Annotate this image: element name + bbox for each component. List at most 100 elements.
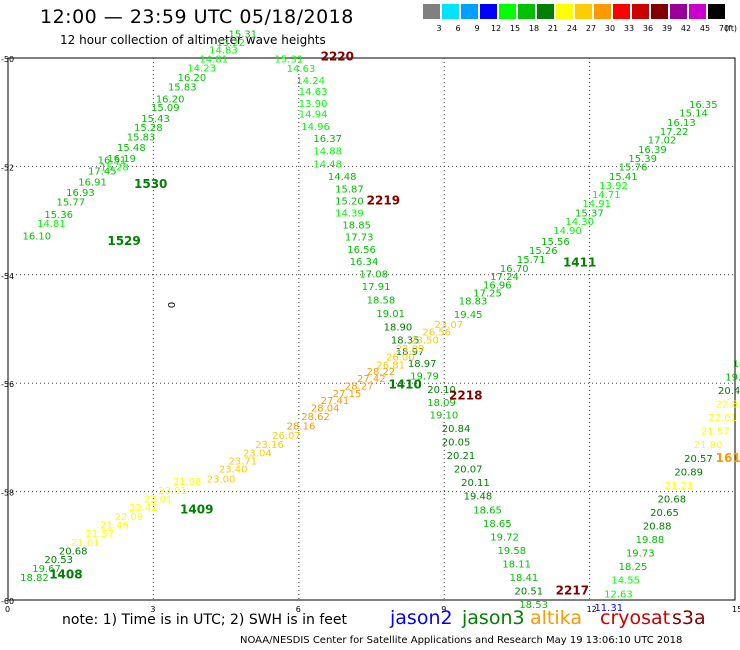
- track-1408: 1408: [49, 567, 82, 581]
- swh-value: 27.15: [333, 389, 362, 400]
- swh-value: 14.63: [287, 64, 316, 75]
- map-title: 12:00 — 23:59 UTC 05/18/2018: [40, 6, 354, 28]
- swh-value: 14.55: [611, 576, 640, 587]
- swh-value: 21.98: [173, 477, 202, 488]
- swh-value: 22.82: [716, 400, 740, 411]
- swh-value: 22.01: [144, 494, 173, 505]
- satellite-s3a: s3a: [672, 607, 706, 629]
- swh-value: 20.53: [44, 555, 73, 566]
- swh-value: 26.07: [272, 431, 301, 442]
- swh-value: 18.97: [408, 359, 437, 370]
- legend-swatch: [499, 4, 516, 19]
- legend-swatch: [575, 4, 592, 19]
- swh-value: 17.91: [362, 282, 391, 293]
- swh-value: 15.77: [56, 197, 85, 208]
- swh-value: 15.28: [100, 163, 129, 174]
- swh-value: 15.56: [541, 237, 570, 248]
- swh-value: 20.68: [657, 494, 686, 505]
- contour-label: 0: [165, 302, 176, 308]
- lon-tick-label: 6: [296, 605, 301, 614]
- legend-level-label: 45: [699, 24, 711, 33]
- swh-value: 15.71: [517, 255, 546, 266]
- swh-value: 18.85: [342, 221, 371, 232]
- swh-value: 17.45: [88, 167, 117, 178]
- swh-value: 21.21: [665, 481, 694, 492]
- swh-value: 20.65: [650, 508, 679, 519]
- swh-value: 26.56: [422, 328, 451, 339]
- legend-level-label: 9: [474, 24, 480, 33]
- swh-value: 16.56: [347, 245, 376, 256]
- legend-level-label: 42: [680, 24, 692, 33]
- swh-value: 13.90: [299, 99, 328, 110]
- swh-value: 15.37: [575, 208, 604, 219]
- legend-unit: (ft): [724, 24, 738, 33]
- satellite-altika: altika: [530, 607, 582, 629]
- swh-value: 19.45: [454, 310, 483, 321]
- swh-value: 23.71: [229, 457, 258, 468]
- swh-value: 21.57: [701, 427, 730, 438]
- legend-swatch: [518, 4, 535, 19]
- lat-tick-label: -50: [1, 55, 14, 64]
- swh-value: 21.80: [694, 440, 723, 451]
- track-1411: 18.8317.2516.9617.2416.7015.7115.2615.56…: [459, 100, 718, 308]
- pass-label: 2220: [321, 50, 354, 64]
- legend-level-label: 33: [623, 24, 635, 33]
- swh-value: 16.35: [689, 100, 718, 111]
- swh-value: 14.63: [299, 87, 328, 98]
- swh-value: 16.91: [78, 177, 107, 188]
- swh-value: 17.22: [660, 127, 689, 138]
- swh-value: 17.73: [345, 233, 374, 244]
- track-2220: 15.3114.6314.2414.6313.9014.9414.9616.37…: [275, 50, 364, 196]
- track-2217: 2217: [556, 584, 589, 598]
- swh-value: 21.01: [71, 538, 100, 549]
- track-1610: 11.31 12.63 14.55 18.25 19.73 19.88 20.88 20.65…: [594, 359, 740, 614]
- legend-level-label: 24: [566, 24, 578, 33]
- legend-swatch: [708, 4, 725, 19]
- swh-value: 18.09: [427, 398, 456, 409]
- swh-value: 18.58: [367, 296, 396, 307]
- swh-value: 20.07: [454, 465, 483, 476]
- swh-value: 15.87: [335, 184, 364, 195]
- satellite-cryosat: cryosat: [600, 607, 671, 629]
- track-layer: 16.1014.8115.3615.7716.9316.9117.4516.51…: [20, 29, 740, 613]
- track-1409: 18.8219.6720.5320.6821.0121.5721.4622.09…: [20, 477, 213, 584]
- legend-level-label: 30: [604, 24, 616, 33]
- swh-value: 14.83: [209, 46, 238, 57]
- swh-value: 20.68: [59, 546, 88, 557]
- swh-value: 14.30: [565, 217, 594, 228]
- swh-value: 19.88: [636, 535, 665, 546]
- pass-label: 1411: [563, 256, 596, 270]
- swh-value: 28.62: [301, 412, 330, 423]
- swh-value: 27.41: [321, 396, 350, 407]
- legend-swatch: [670, 4, 687, 19]
- swh-value: 19.73: [626, 549, 655, 560]
- swh-value: 19.48: [464, 492, 493, 503]
- swh-value: 18.65: [483, 519, 512, 530]
- legend-level-label: 27: [585, 24, 597, 33]
- swh-value: 17.08: [359, 270, 388, 281]
- legend-level-label: 70: [718, 24, 730, 33]
- legend-swatch: [537, 4, 554, 19]
- swh-value: 17.25: [473, 288, 502, 299]
- swh-value: 21.46: [100, 520, 129, 531]
- swh-value: 16.20: [178, 73, 207, 84]
- swh-value: 14.96: [301, 122, 330, 133]
- swh-value: 15.31: [275, 54, 304, 65]
- pass-label: 1409: [180, 502, 213, 516]
- swh-value: 17.24: [490, 272, 519, 283]
- pass-label: 1410: [388, 378, 421, 392]
- swh-value: 15.28: [134, 123, 163, 134]
- swh-value: 14.94: [299, 110, 328, 121]
- swh-value: 15.76: [619, 163, 648, 174]
- swh-value: 28.04: [311, 403, 340, 414]
- swh-value: 14.24: [296, 76, 325, 87]
- swh-value: 16.34: [350, 257, 379, 268]
- legend-swatch: [594, 4, 611, 19]
- swh-value: 20.05: [442, 438, 471, 449]
- swh-value: 26.81: [376, 361, 405, 372]
- swh-value: 19.7: [725, 372, 740, 383]
- swh-value: 18.53: [519, 600, 548, 611]
